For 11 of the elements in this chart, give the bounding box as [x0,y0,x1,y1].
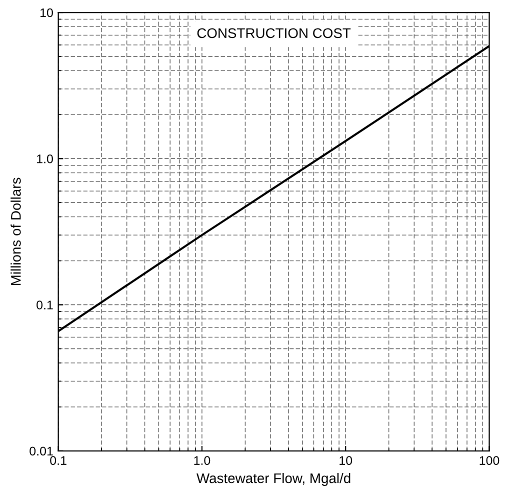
x-tick-label: 1.0 [194,456,210,465]
y-tick-label: 1.0 [37,154,53,164]
x-tick-label: 10 [340,456,352,465]
x-axis-title: Wastewater Flow, Mgal/d [196,472,350,486]
y-tick-label: 0.01 [30,446,53,456]
x-tick-label: 0.1 [50,456,66,465]
x-tick-label: 100 [480,456,500,465]
y-tick-label: 0.1 [36,300,53,310]
text: CONSTRUCTION COST [197,28,351,38]
y-tick-label: 10 [40,8,53,18]
y-axis-title: Millions of Dollars [10,178,21,285]
